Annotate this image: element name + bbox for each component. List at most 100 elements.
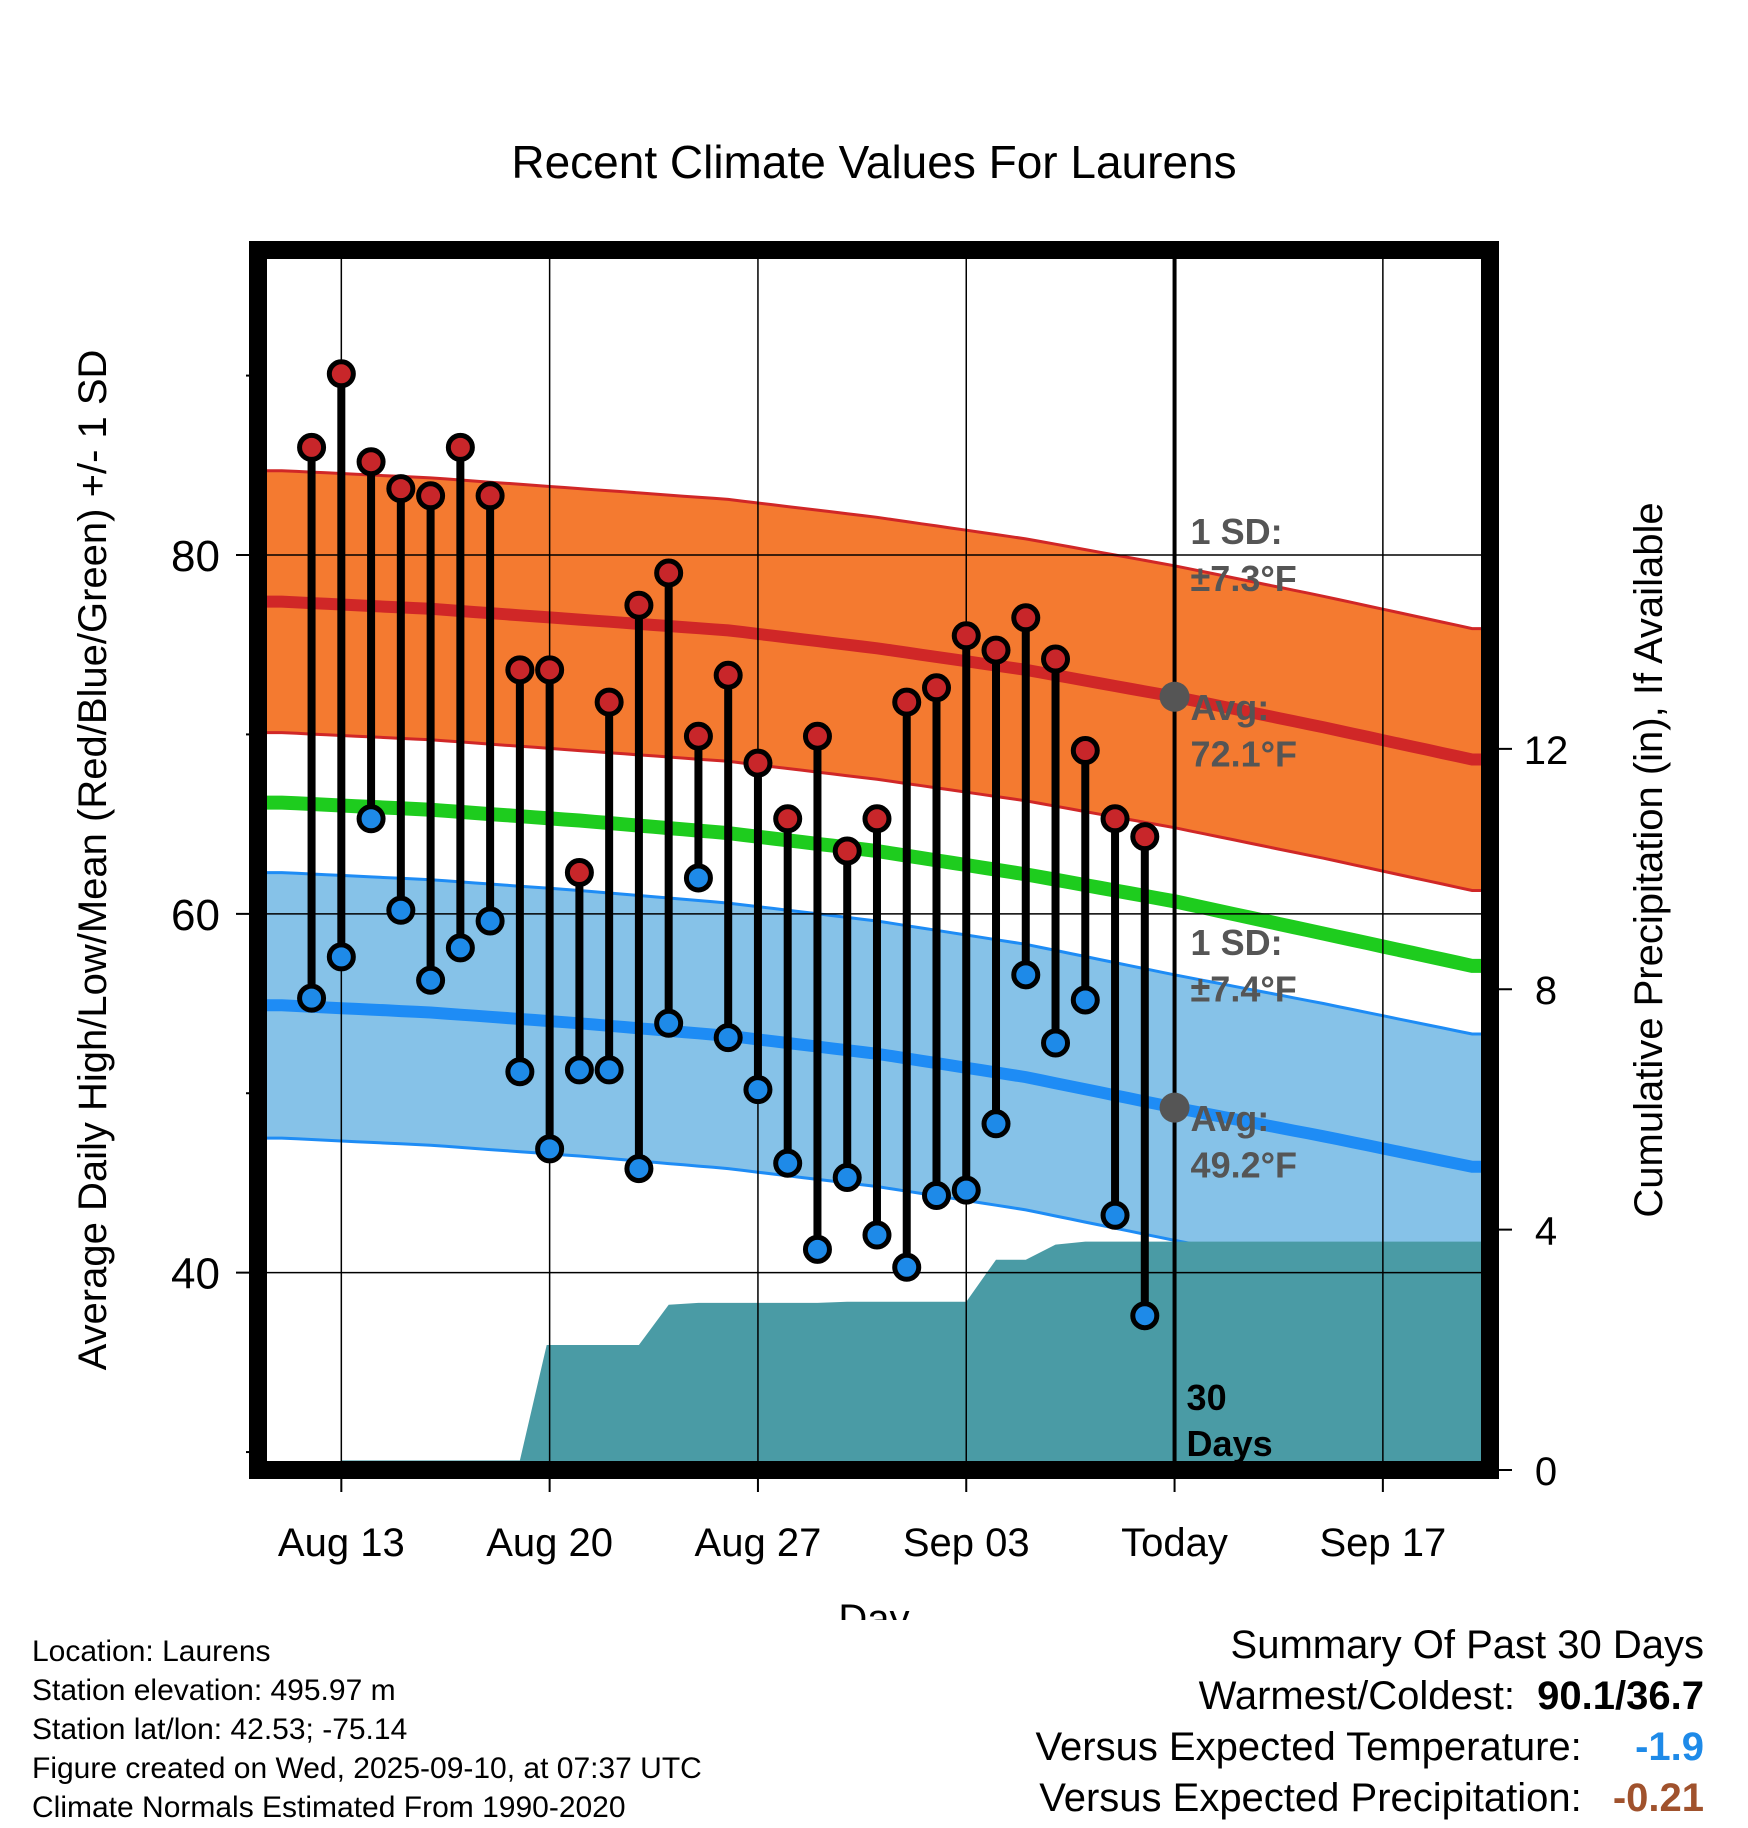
summary-precip-row: Versus Expected Precipitation: -0.21	[1036, 1773, 1704, 1824]
daily-low-point	[356, 804, 386, 834]
daily-high-point	[475, 481, 505, 511]
daily-low-point	[713, 1023, 743, 1053]
x-tick-label: Sep 03	[903, 1521, 1030, 1565]
annotations: 1 SD: ±7.3°F Avg: 72.1°F 1 SD: ±7.4°F Avg: 49.2…	[1187, 511, 1297, 1464]
y2-tick-label: 0	[1535, 1450, 1557, 1494]
daily-low-point	[921, 1181, 951, 1210]
high-avg-value: 72.1°F	[1191, 734, 1297, 775]
daily-low-point	[743, 1075, 773, 1105]
low-sd-label: 1 SD:	[1191, 922, 1283, 963]
daily-high-point	[1041, 644, 1071, 674]
daily-high-point	[564, 858, 594, 888]
precip-area	[332, 1241, 1490, 1470]
daily-high-point	[1130, 822, 1160, 852]
temp-value: -1.9	[1635, 1725, 1704, 1769]
daily-high-point	[1100, 804, 1130, 834]
daily-high-point	[951, 621, 981, 651]
daily-high-point	[832, 836, 862, 866]
daily-high-point	[713, 660, 743, 690]
daily-high-point	[445, 432, 475, 462]
daily-high-point	[356, 447, 386, 477]
y2-axis-label: Cumulative Precipitation (in), If Availa…	[1627, 502, 1671, 1217]
daily-low-point	[624, 1154, 654, 1184]
daily-low-point	[862, 1220, 892, 1250]
low-avg-value: 49.2°F	[1191, 1145, 1297, 1186]
daily-high-point	[773, 804, 803, 834]
daily-low-point	[386, 895, 416, 925]
normals-text: Climate Normals Estimated From 1990-2020	[32, 1791, 626, 1824]
summary-panel: Summary Of Past 30 Days Warmest/Coldest:…	[1036, 1620, 1704, 1824]
y2-tick-label: 4	[1535, 1210, 1557, 1254]
normal-high-band	[258, 470, 1490, 891]
daily-high-point	[326, 359, 356, 389]
y-tick-label: 40	[171, 1250, 220, 1299]
today-high-avg-marker	[1159, 681, 1190, 712]
climate-chart: Recent Climate Values For Laurens 1 SD: ±…	[71, 136, 1671, 1620]
axes: 80 60 40 0 4 8 12 Aug 13 Aug 20 Aug 27 Sep 03 Today…	[171, 374, 1569, 1565]
elevation-text: Station elevation: 495.97 m	[32, 1674, 396, 1707]
daily-low-point	[297, 983, 327, 1013]
daily-high-point	[297, 432, 327, 462]
daily-low-point	[654, 1008, 684, 1038]
x-tick-label: Aug 13	[278, 1521, 405, 1565]
high-sd-value: ±7.3°F	[1191, 558, 1297, 599]
summary-temp-row: Versus Expected Temperature: -1.9	[1036, 1722, 1704, 1773]
station-info: Location: Laurens Station elevation: 495…	[32, 1632, 702, 1827]
daily-low-point	[535, 1134, 565, 1164]
daily-low-point	[892, 1252, 922, 1282]
daily-high-point	[862, 804, 892, 834]
y-tick-label: 80	[171, 532, 220, 581]
warmest-value: 90.1/36.7	[1537, 1674, 1704, 1718]
daily-high-point	[743, 748, 773, 778]
daily-low-point	[475, 906, 505, 936]
location-text: Location: Laurens	[32, 1635, 271, 1668]
warmest-label: Warmest/Coldest:	[1198, 1674, 1515, 1718]
precip-label: Versus Expected Precipitation:	[1039, 1776, 1582, 1820]
daily-low-point	[1041, 1028, 1071, 1058]
daily-high-point	[1011, 603, 1041, 633]
daily-low-point	[594, 1055, 624, 1085]
daily-high-point	[505, 655, 535, 685]
days-count-label: 30	[1187, 1377, 1227, 1418]
low-avg-label: Avg:	[1191, 1098, 1270, 1139]
daily-low-point	[802, 1234, 832, 1264]
high-sd-label: 1 SD:	[1191, 511, 1283, 552]
daily-low-point	[1100, 1200, 1130, 1230]
daily-low-point	[1130, 1301, 1160, 1331]
daily-low-point	[445, 933, 475, 963]
daily-high-point	[535, 655, 565, 685]
daily-high-point	[981, 635, 1011, 665]
daily-high-point	[624, 590, 654, 620]
daily-high-point	[594, 687, 624, 717]
precip-value: -0.21	[1612, 1776, 1704, 1820]
data-marks	[297, 359, 1190, 1331]
latlon-text: Station lat/lon: 42.53; -75.14	[32, 1713, 408, 1746]
days-count-unit: Days	[1187, 1423, 1273, 1464]
daily-low-point	[683, 863, 713, 893]
daily-high-point	[921, 673, 951, 703]
daily-high-point	[416, 481, 446, 511]
low-sd-value: ±7.4°F	[1191, 969, 1297, 1010]
y-tick-label: 60	[171, 891, 220, 940]
y2-tick-label: 12	[1524, 729, 1569, 773]
chart-title: Recent Climate Values For Laurens	[511, 136, 1236, 188]
x-tick-label: Aug 27	[695, 1521, 822, 1565]
daily-low-point	[951, 1175, 981, 1205]
daily-high-point	[802, 721, 832, 751]
daily-low-point	[564, 1055, 594, 1085]
daily-low-point	[773, 1148, 803, 1178]
x-tick-label: Today	[1121, 1521, 1228, 1565]
daily-low-point	[505, 1057, 535, 1087]
summary-title: Summary Of Past 30 Days	[1230, 1623, 1704, 1667]
x-tick-label: Aug 20	[486, 1521, 613, 1565]
daily-low-point	[981, 1109, 1011, 1139]
x-axis-label: Day	[838, 1597, 909, 1620]
daily-low-point	[326, 942, 356, 972]
daily-high-point	[386, 474, 416, 504]
today-low-avg-marker	[1159, 1092, 1190, 1123]
daily-high-point	[1070, 736, 1100, 766]
daily-low-point	[1011, 960, 1041, 990]
daily-high-point	[654, 558, 684, 588]
y2-tick-label: 8	[1535, 969, 1557, 1013]
daily-low-point	[416, 965, 446, 995]
